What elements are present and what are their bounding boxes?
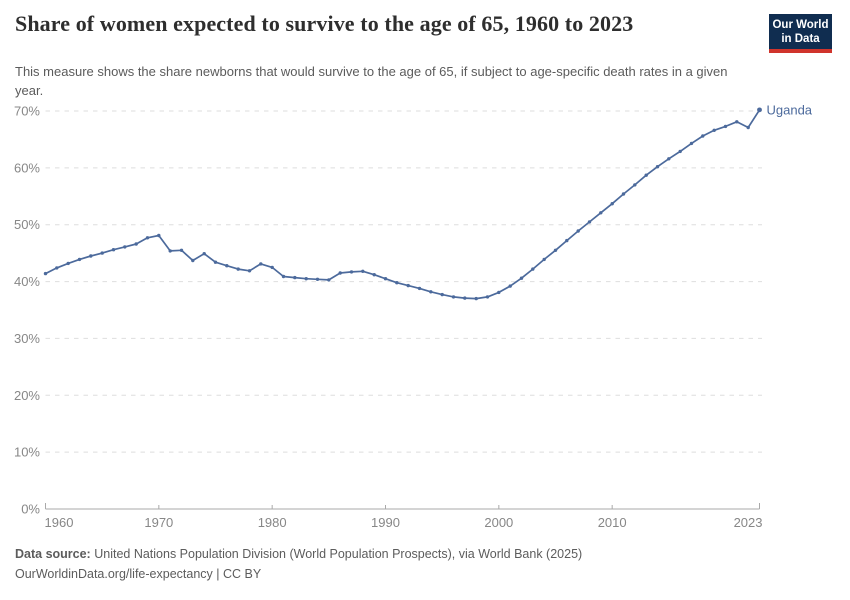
- data-point-1992: [406, 283, 410, 288]
- data-point-1960: [43, 271, 48, 276]
- x-tick-label-2023: 2023: [734, 515, 763, 530]
- data-point-1969: [145, 236, 150, 240]
- data-point-1982: [293, 275, 297, 280]
- data-point-2018: [701, 134, 705, 138]
- data-point-1994: [429, 290, 433, 294]
- data-point-2010: [610, 202, 614, 206]
- data-point-2001: [508, 284, 512, 288]
- data-point-1991: [395, 281, 399, 285]
- data-point-1999: [485, 295, 490, 299]
- license-link-line[interactable]: OurWorldinData.org/life-expectancy | CC …: [15, 567, 262, 581]
- x-tick-label-1970: 1970: [144, 515, 173, 530]
- y-tick-label-10: 10%: [14, 445, 40, 460]
- data-point-2014: [655, 165, 660, 169]
- data-point-1978: [247, 269, 252, 273]
- data-point-2003: [531, 267, 535, 271]
- owid-logo-line2: in Data: [781, 32, 820, 45]
- series-end-marker: [757, 107, 762, 113]
- data-point-1979: [259, 262, 263, 266]
- data-point-1981: [281, 274, 286, 279]
- y-tick-label-40: 40%: [14, 274, 40, 289]
- data-point-2007: [576, 229, 580, 233]
- data-point-2017: [689, 141, 694, 146]
- data-point-1989: [372, 273, 376, 277]
- x-tick-label-1990: 1990: [371, 515, 400, 530]
- series-line-uganda[interactable]: [44, 109, 761, 300]
- data-point-1987: [349, 270, 354, 274]
- y-tick-label-30: 30%: [14, 331, 40, 346]
- data-point-2012: [633, 183, 637, 187]
- data-point-1996: [451, 295, 456, 299]
- data-point-1962: [66, 261, 70, 266]
- data-point-2021: [735, 120, 739, 124]
- x-tick-label-1980: 1980: [258, 515, 287, 530]
- page-subtitle: This measure shows the share newborns th…: [15, 64, 728, 98]
- data-point-1983: [304, 277, 308, 281]
- data-point-1965: [100, 251, 104, 255]
- data-point-2005: [553, 248, 558, 252]
- data-point-1968: [134, 242, 138, 246]
- data-point-2020: [723, 124, 728, 129]
- data-point-1970: [157, 233, 161, 238]
- data-source-label: Data source:: [15, 547, 91, 561]
- data-point-2000: [497, 290, 501, 295]
- data-point-2011: [621, 192, 626, 196]
- data-point-2008: [587, 220, 592, 224]
- data-point-1995: [440, 292, 444, 297]
- data-source-text: United Nations Population Division (Worl…: [94, 547, 583, 561]
- data-point-1966: [111, 248, 116, 252]
- data-point-2019: [712, 128, 716, 132]
- y-tick-label-70: 70%: [14, 104, 40, 119]
- data-point-1980: [270, 265, 274, 270]
- data-point-1977: [236, 267, 240, 271]
- data-point-1967: [123, 245, 127, 249]
- y-tick-label-50: 50%: [14, 217, 40, 232]
- data-point-1963: [77, 257, 82, 262]
- series-label-uganda[interactable]: Uganda: [767, 102, 813, 117]
- data-point-1973: [191, 258, 195, 263]
- data-point-1993: [417, 286, 422, 291]
- data-point-1990: [383, 277, 388, 281]
- y-tick-label-0: 0%: [21, 502, 40, 517]
- data-point-1988: [361, 269, 365, 273]
- data-point-1972: [179, 248, 184, 252]
- data-point-1971: [168, 249, 172, 253]
- data-point-2006: [565, 238, 569, 243]
- data-point-1975: [213, 260, 218, 264]
- data-point-1976: [225, 264, 229, 268]
- owid-logo[interactable]: Our World in Data: [769, 14, 832, 53]
- data-point-1997: [463, 296, 467, 300]
- x-tick-label-2010: 2010: [598, 515, 627, 530]
- data-point-2022: [746, 125, 750, 130]
- data-point-1986: [338, 271, 342, 275]
- data-point-1984: [315, 277, 320, 281]
- data-source-line: Data source: United Nations Population D…: [15, 547, 582, 561]
- data-point-1964: [89, 254, 93, 258]
- data-point-2016: [678, 149, 682, 154]
- page-title: Share of women expected to survive to th…: [15, 11, 634, 36]
- data-point-1985: [327, 278, 331, 282]
- data-point-2004: [542, 257, 546, 262]
- data-point-1961: [55, 266, 59, 270]
- y-tick-label-60: 60%: [14, 160, 40, 175]
- data-point-2009: [599, 211, 603, 215]
- data-point-2002: [519, 276, 524, 280]
- data-point-1998: [474, 296, 478, 301]
- data-point-1974: [202, 252, 206, 256]
- x-tick-label-2000: 2000: [484, 515, 513, 530]
- owid-logo-line1: Our World: [772, 19, 829, 31]
- data-point-2013: [644, 173, 648, 177]
- x-tick-label-1960: 1960: [45, 515, 74, 530]
- data-point-2015: [667, 157, 671, 161]
- y-tick-label-20: 20%: [14, 388, 40, 403]
